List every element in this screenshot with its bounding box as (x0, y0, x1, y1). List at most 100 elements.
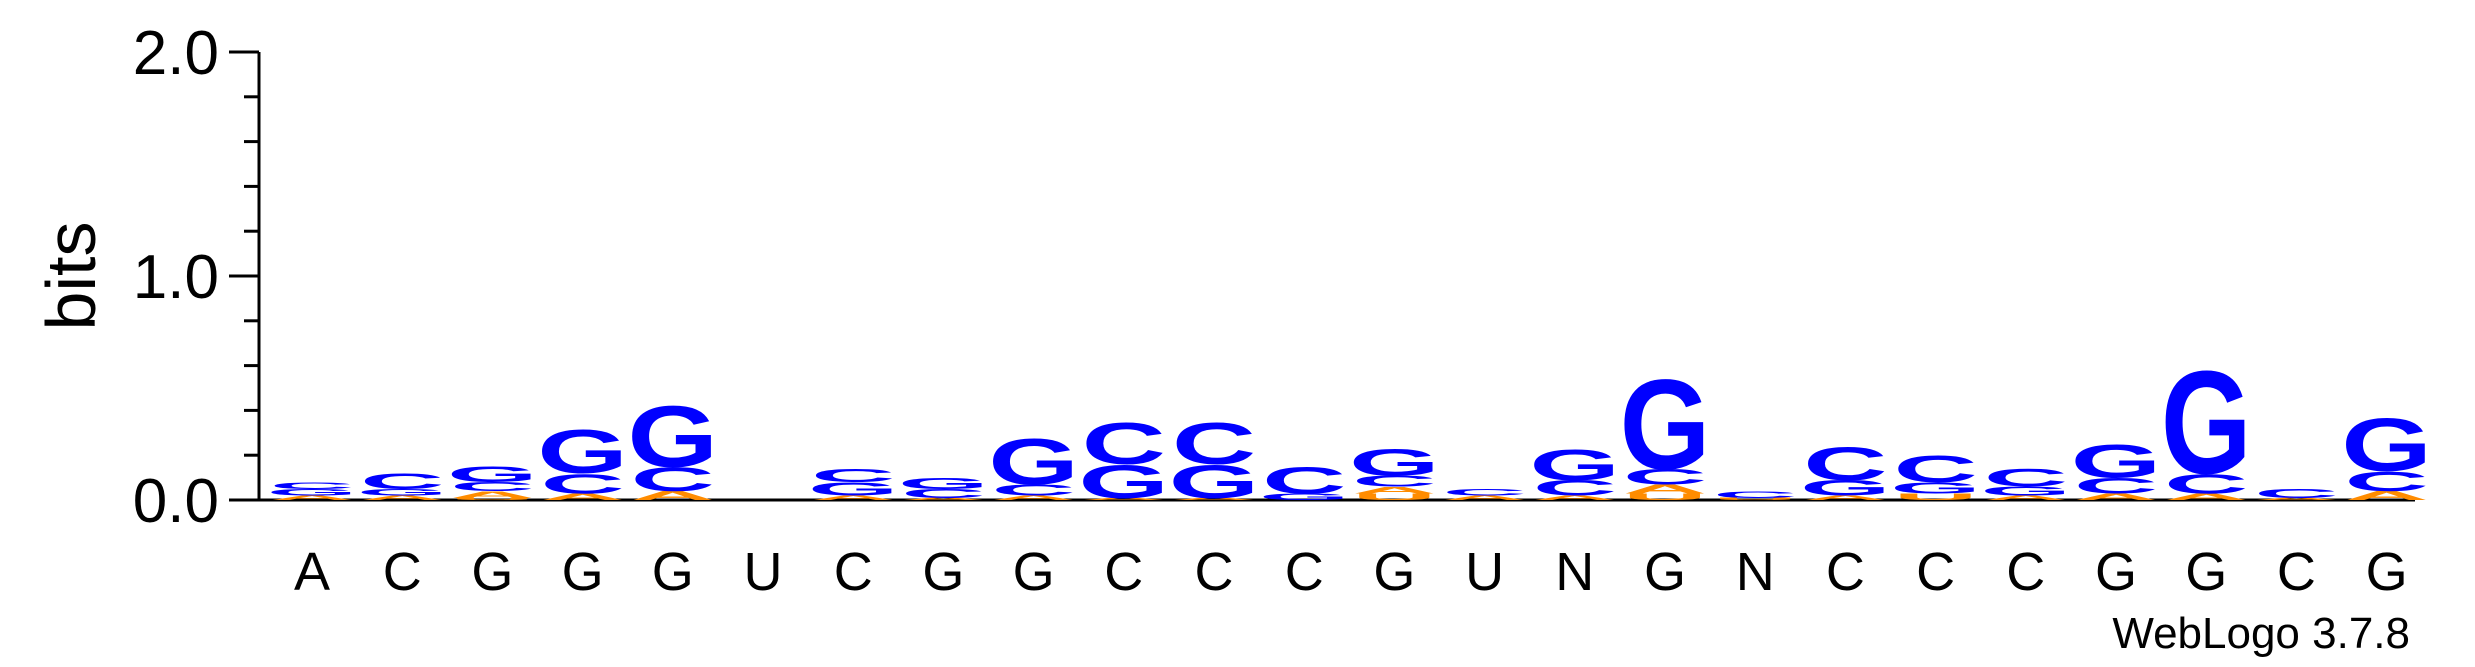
logo-letter-G: G (357, 487, 448, 498)
logo-letter-C: C (1803, 438, 1887, 490)
logo-letter-G: G (2071, 435, 2162, 487)
logo-letter-A: A (2074, 491, 2158, 502)
logo-letter-G: G (267, 487, 358, 498)
logo-letter-G: G (1259, 491, 1350, 502)
logo-letter-A: A (811, 494, 895, 501)
x-tick-label: G (2366, 542, 2408, 602)
logo-letter-A: A (1442, 494, 1526, 501)
y-axis-label: bits (32, 222, 110, 331)
x-tick-label: C (1916, 542, 1955, 602)
y-tick-label: 2.0 (133, 19, 219, 88)
logo-letter-A: A (1623, 482, 1707, 496)
logo-letter-G: G (1890, 479, 1981, 496)
logo-letter-C: C (811, 465, 895, 486)
logo-letter-G: G (1529, 440, 1620, 489)
logo-letter-G: G (2341, 403, 2432, 487)
logo-letter-G: G (898, 475, 989, 492)
logo-letter-G: G (1078, 456, 1169, 508)
x-tick-label: G (2095, 542, 2137, 602)
logo-letter-G: G (1169, 456, 1260, 508)
logo-letter-G: G (1620, 353, 1711, 496)
logo-letter-C: C (1262, 460, 1346, 502)
logo-letter-C: C (1533, 476, 1617, 501)
logo-letter-C: C (1442, 487, 1526, 498)
x-tick-label: C (1195, 542, 1234, 602)
logo-letter-C: C (2074, 473, 2158, 498)
logo-letter-C: C (2254, 486, 2338, 500)
logo-letter-C: C (1713, 489, 1797, 500)
logo-letter-C: C (270, 480, 354, 491)
y-tick-label: 1.0 (133, 243, 219, 312)
y-axis-ticks: 0.0 1.0 2.0 (133, 19, 259, 536)
logo-letter-U: U (1623, 491, 1707, 502)
logo-letter-U: U (450, 497, 534, 500)
logo-letter-A: A (360, 494, 444, 501)
logo-letter-A: A (631, 489, 715, 503)
x-tick-label: U (1465, 542, 1504, 602)
logo-letter-C: C (1082, 410, 1166, 477)
logo-letter-A: A (540, 491, 624, 502)
x-tick-label: C (2006, 542, 2045, 602)
weblogo-version-label: WebLogo 3.7.8 (2112, 609, 2410, 658)
x-tick-label: G (1373, 542, 1415, 602)
logo-letter-U: U (1352, 491, 1436, 502)
x-tick-label: G (922, 542, 964, 602)
logo-letter-C: C (540, 468, 624, 500)
logo-letter-G: G (537, 416, 628, 486)
logo-letter-C: C (1352, 472, 1436, 489)
x-tick-label: G (1644, 542, 1686, 602)
x-tick-label: U (744, 542, 783, 602)
logo-letter-A: A (1533, 494, 1617, 501)
logo-letter-C: C (1172, 410, 1256, 477)
logo-letter-A: A (450, 489, 534, 500)
x-tick-label: A (294, 542, 330, 602)
x-tick-label: N (1555, 542, 1594, 602)
logo-letter-C: C (901, 486, 985, 500)
logo-letter-C: C (2344, 465, 2428, 497)
x-tick-label: N (1736, 542, 1775, 602)
logo-letter-A: A (901, 497, 985, 500)
logo-letter-C: C (450, 480, 534, 494)
logo-letter-G: G (447, 462, 538, 487)
logo-letter-U: U (1893, 491, 1977, 502)
logo-letter-G: G (988, 425, 1079, 499)
y-tick-label: 0.0 (133, 467, 219, 536)
logo-letter-G: G (1980, 484, 2071, 498)
x-tick-label: G (2185, 542, 2227, 602)
logo-letter-G: G (808, 478, 899, 499)
x-tick-label: C (834, 542, 873, 602)
x-tick-label: C (1104, 542, 1143, 602)
logo-letter-G: G (627, 387, 718, 485)
logo-letter-A: A (991, 494, 1075, 501)
logo-letter-C: C (1984, 464, 2068, 492)
logo-letter-C: C (991, 481, 1075, 498)
logo-letter-C: C (360, 469, 444, 494)
logo-letter-U: U (1713, 497, 1797, 500)
x-tick-label: C (1285, 542, 1324, 602)
logo-letter-G: G (1800, 476, 1891, 501)
x-tick-label: G (652, 542, 694, 602)
logo-letter-G: G (1349, 442, 1440, 484)
logo-letter-A: A (2344, 489, 2428, 503)
logo-letter-A: A (1172, 497, 1256, 500)
x-tick-label: G (562, 542, 604, 602)
logo-letter-C: C (631, 460, 715, 498)
x-tick-label: C (1826, 542, 1865, 602)
logo-letter-A: A (1984, 494, 2068, 501)
logo-letter-A: A (270, 494, 354, 501)
logo-letter-A: A (1082, 497, 1166, 500)
x-tick-label: C (2277, 542, 2316, 602)
logo-letter-G: G (2161, 341, 2252, 505)
logo-letter-C: C (2164, 468, 2248, 500)
x-tick-label: G (1013, 542, 1055, 602)
logo-letter-C: C (1893, 449, 1977, 491)
logo-letter-C: C (1623, 464, 1707, 489)
logo-letter-A: A (2164, 491, 2248, 502)
x-tick-label: G (471, 542, 513, 602)
x-tick-label: C (383, 542, 422, 602)
logo-letter-A: A (1803, 494, 1887, 501)
logo-letter-A: A (2254, 497, 2338, 500)
